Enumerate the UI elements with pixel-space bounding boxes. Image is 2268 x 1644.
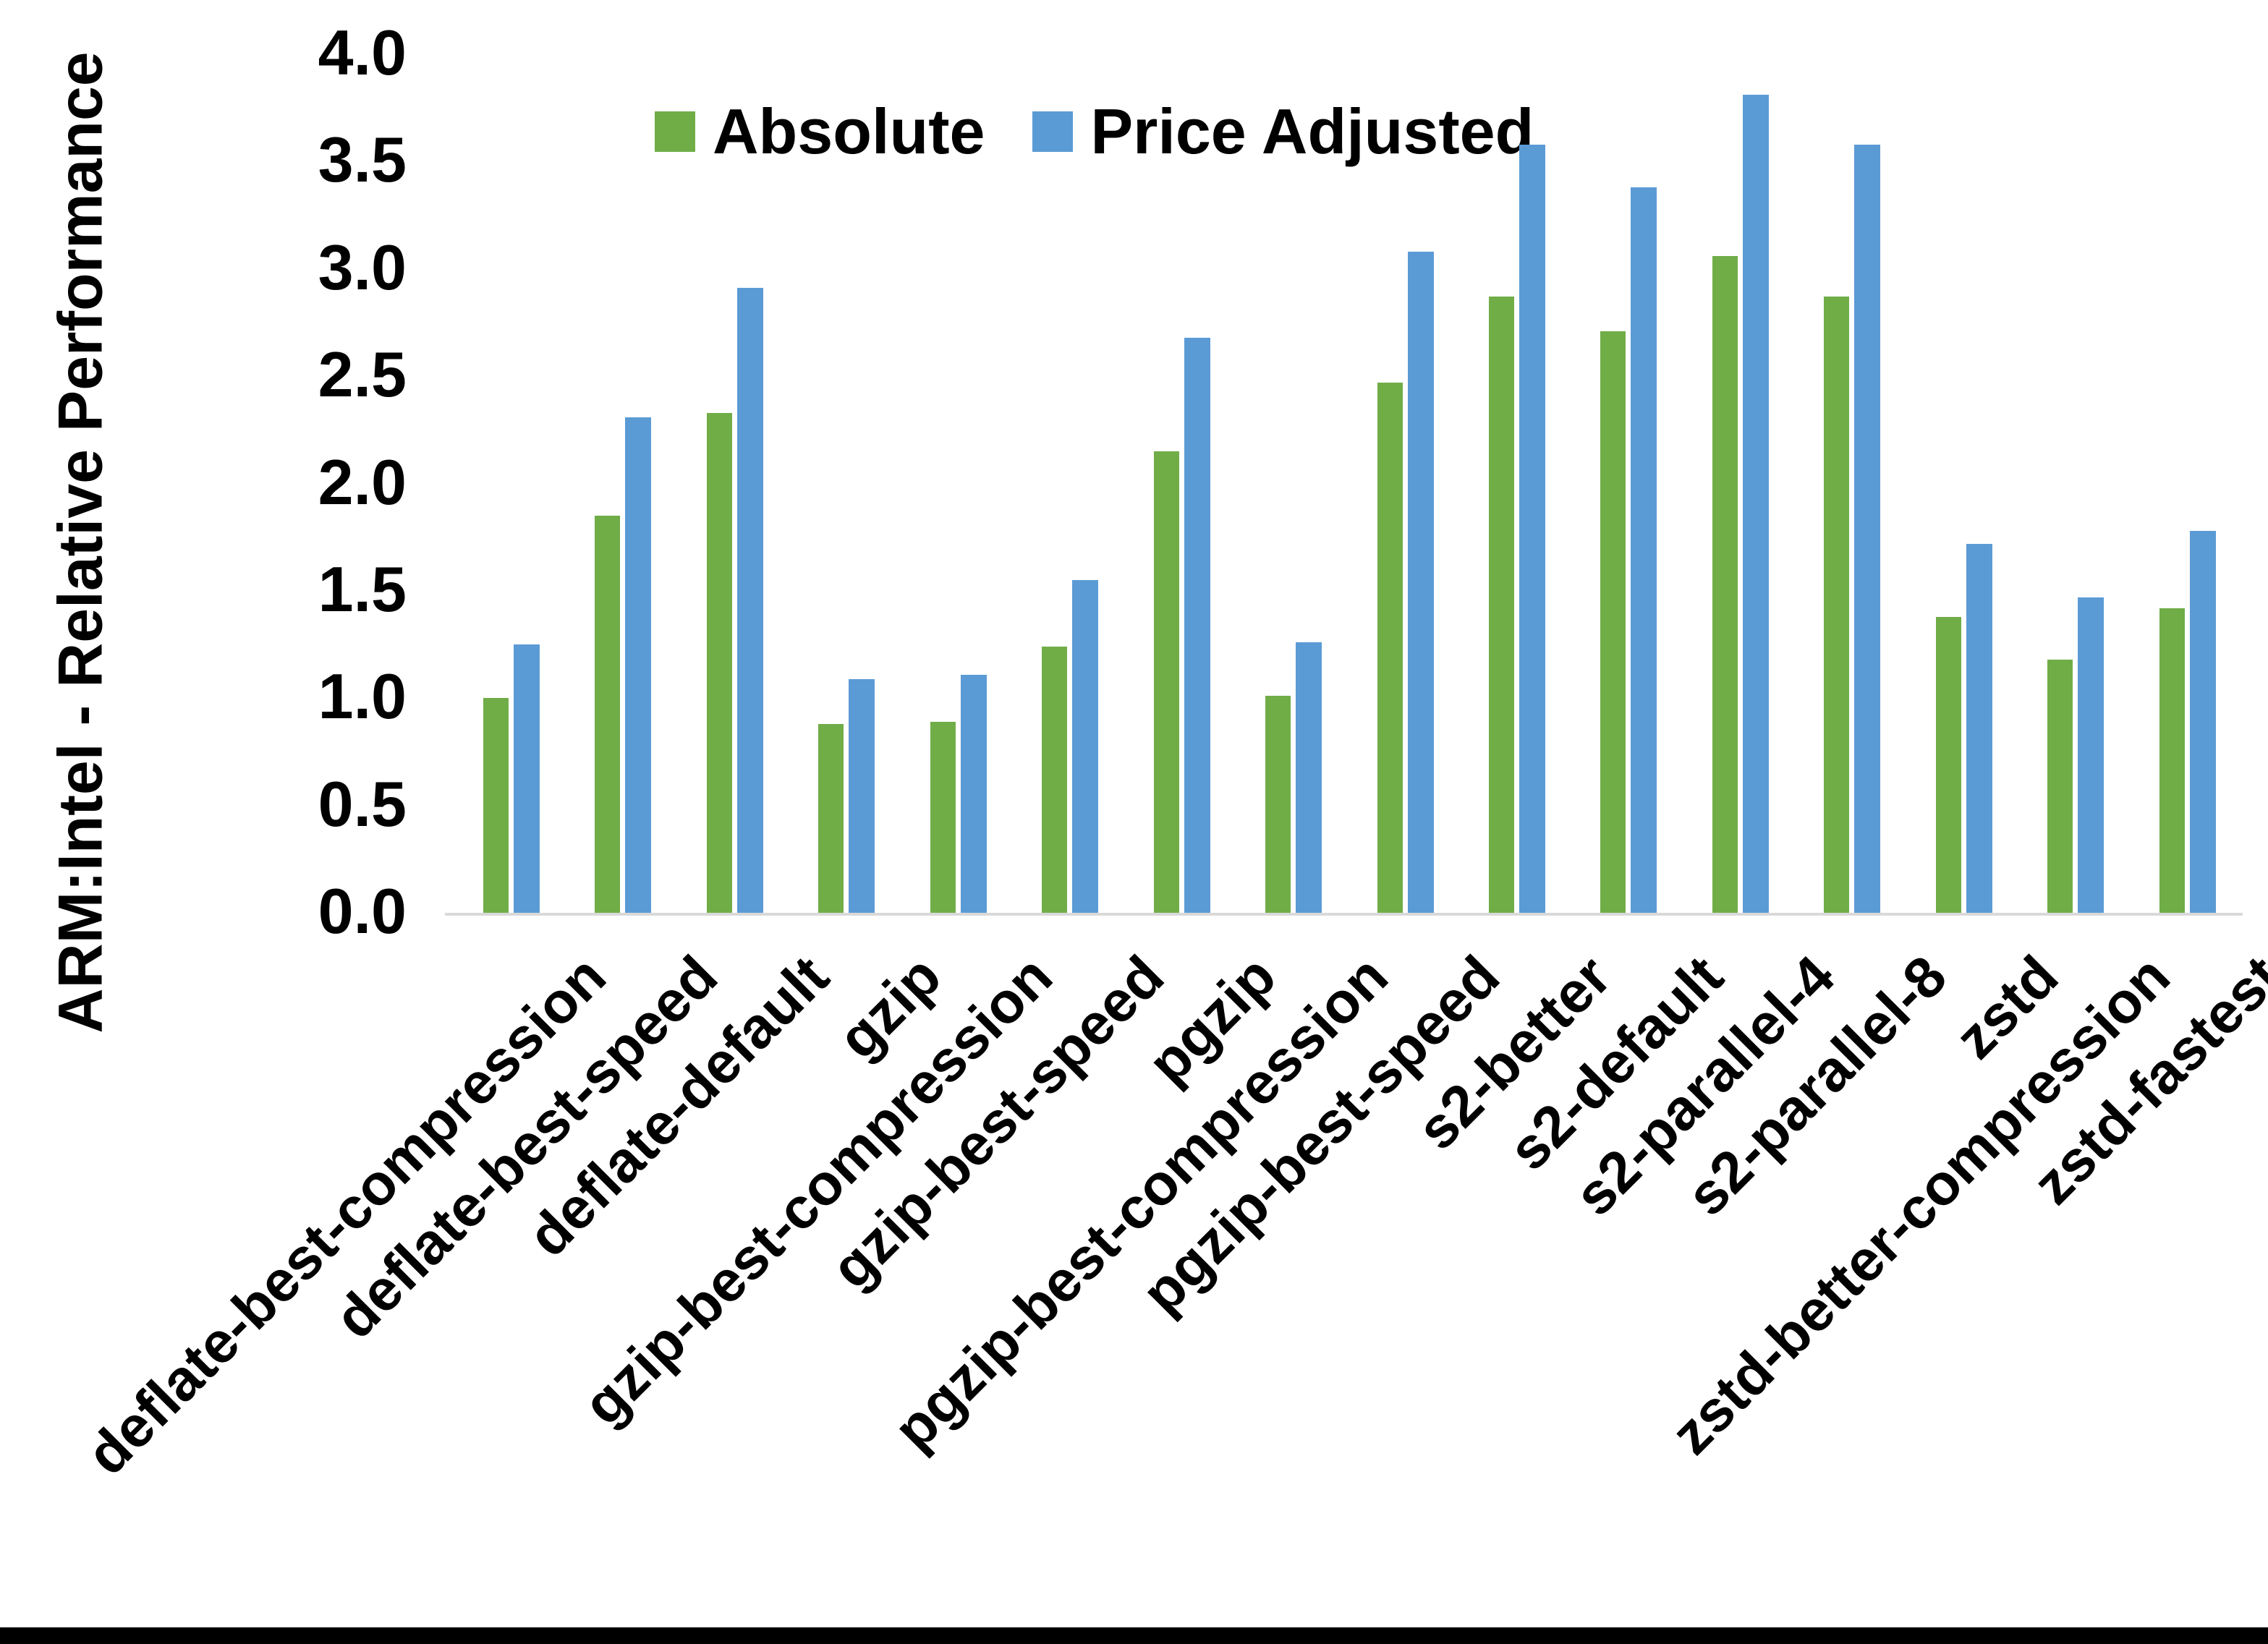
bottom-border — [0, 1627, 2268, 1644]
legend-swatch-price-adjusted-icon — [1032, 111, 1074, 152]
y-tick-label: 0.5 — [318, 767, 407, 840]
bar-absolute — [706, 412, 732, 913]
bar-price-adjusted — [849, 678, 875, 913]
y-tick-label: 1.0 — [318, 660, 407, 733]
bar-absolute — [2159, 608, 2185, 913]
bar-absolute — [1042, 647, 1068, 913]
bar-price-adjusted — [736, 288, 763, 913]
y-tick-label: 0.0 — [318, 875, 407, 947]
bar-price-adjusted — [1296, 642, 1322, 913]
bar-price-adjusted — [1184, 337, 1210, 913]
y-tick-label: 3.0 — [318, 231, 407, 303]
bar-absolute — [483, 698, 509, 913]
legend-swatch-absolute-icon — [655, 111, 695, 152]
bar-absolute — [1600, 331, 1626, 913]
bar-absolute — [1488, 297, 1514, 913]
bar-price-adjusted — [1519, 144, 1545, 913]
bar-absolute — [1935, 616, 1961, 913]
legend-item-price-adjusted: Price Adjusted — [1032, 100, 1534, 163]
bar-price-adjusted — [2078, 597, 2105, 913]
bar-price-adjusted — [1966, 543, 1992, 913]
y-axis-title: ARM:Intel - Relative Performance — [46, 51, 116, 1034]
bar-price-adjusted — [1631, 187, 1657, 913]
bar-absolute — [1824, 297, 1850, 913]
bar-price-adjusted — [514, 644, 540, 913]
legend-item-absolute: Absolute — [655, 100, 985, 163]
y-tick-label: 2.0 — [318, 446, 407, 518]
legend-label-absolute: Absolute — [713, 95, 985, 167]
legend-label-price-adjusted: Price Adjusted — [1090, 95, 1534, 167]
bar-absolute — [1377, 383, 1403, 913]
y-tick-label: 4.0 — [318, 17, 407, 89]
y-tick-label: 1.5 — [318, 553, 407, 626]
bar-absolute — [1712, 255, 1738, 913]
bar-absolute — [1265, 696, 1291, 913]
bar-price-adjusted — [625, 417, 652, 913]
bar-price-adjusted — [1854, 144, 1881, 913]
bar-price-adjusted — [2189, 530, 2216, 913]
bar-price-adjusted — [960, 674, 987, 913]
bar-absolute — [930, 721, 956, 913]
bar-price-adjusted — [1742, 95, 1769, 913]
bar-absolute — [2047, 659, 2073, 913]
bar-absolute — [1153, 451, 1179, 913]
legend: Absolute Price Adjusted — [655, 100, 1534, 163]
x-axis-line — [445, 913, 2243, 916]
bar-absolute — [595, 516, 621, 913]
bar-price-adjusted — [1407, 252, 1434, 913]
bar-absolute — [818, 723, 844, 913]
y-tick-label: 3.5 — [318, 124, 407, 196]
y-tick-label: 2.5 — [318, 338, 407, 411]
bar-price-adjusted — [1072, 580, 1099, 913]
